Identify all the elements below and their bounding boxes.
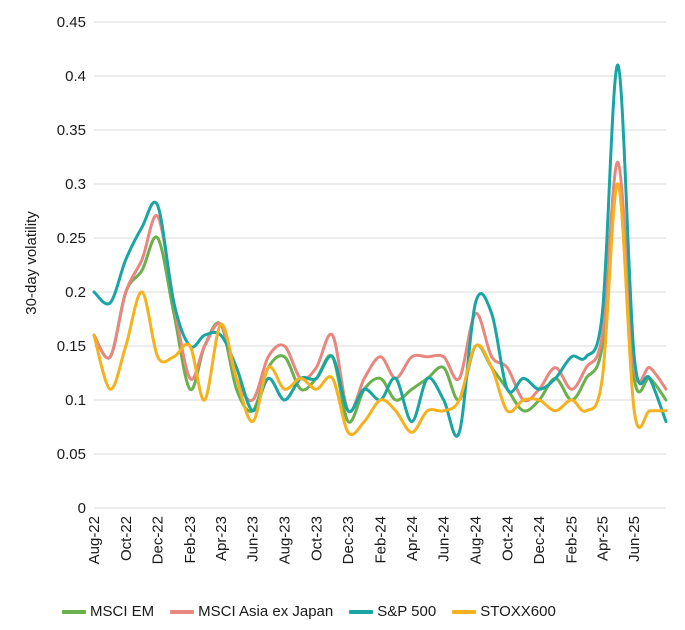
series-line-msci-asia-ex-japan	[92, 160, 668, 414]
x-tick-label: Feb-24	[373, 516, 390, 564]
y-tick-label: 0.15	[57, 338, 86, 355]
x-tick-label: Dec-22	[150, 516, 167, 564]
gridlines	[94, 21, 666, 509]
x-tick-label: Feb-25	[564, 516, 581, 564]
y-axis-label: 30-day volatility	[23, 211, 40, 315]
x-tick-label: Aug-22	[86, 516, 103, 564]
y-tick-label: 0.3	[65, 176, 86, 193]
x-tick-label: Apr-25	[594, 516, 611, 561]
legend-label-msci-asia-ex-japan: MSCI Asia ex Japan	[198, 603, 334, 620]
x-tick-label: Oct-22	[118, 516, 135, 561]
y-tick-label: 0.1	[65, 392, 86, 409]
x-tick-label: Feb-23	[182, 516, 199, 564]
y-tick-label: 0.45	[57, 14, 86, 31]
series-line-s-p-500	[92, 63, 668, 438]
x-tick-label: Oct-23	[308, 516, 325, 561]
x-tick-label: Aug-23	[276, 516, 293, 564]
legend-swatch-stoxx600	[452, 609, 477, 614]
legend-label-stoxx600: STOXX600	[480, 603, 556, 620]
y-tick-label: 0.35	[57, 122, 86, 139]
x-tick-label: Apr-24	[404, 516, 421, 561]
legend-item-msci-asia-ex-japan: MSCI Asia ex Japan	[170, 603, 333, 620]
x-tick-label: Jun-24	[436, 516, 453, 562]
x-tick-label: Oct-24	[499, 516, 516, 561]
x-axis-ticks: Aug-22 Oct-22 Dec-22 Feb-23 Apr-23 Jun-23 Aug-…	[86, 516, 643, 564]
y-tick-label: 0.05	[57, 446, 86, 463]
legend-label-sp500: S&P 500	[377, 603, 437, 620]
x-tick-label: Jun-25	[626, 516, 643, 562]
x-tick-label: Apr-23	[213, 516, 230, 561]
y-tick-label: 0.2	[65, 284, 86, 301]
series-lines	[92, 63, 668, 438]
legend: MSCI EM MSCI Asia ex Japan S&P 500 STOXX…	[62, 603, 572, 620]
y-tick-label: 0	[78, 500, 86, 517]
series-line-stoxx600	[92, 182, 668, 436]
legend-item-stoxx600: STOXX600	[452, 603, 556, 620]
legend-item-sp500: S&P 500	[349, 603, 436, 620]
y-tick-label: 0.25	[57, 230, 86, 247]
legend-swatch-msci-asia-ex-japan	[170, 609, 195, 614]
x-tick-label: Jun-23	[245, 516, 262, 562]
x-tick-label: Dec-23	[340, 516, 357, 564]
y-tick-label: 0.4	[65, 68, 86, 85]
y-axis-ticks: 0 0.05 0.1 0.15 0.2 0.25 0.3 0.35 0.4 0.45	[57, 14, 86, 517]
x-tick-label: Dec-24	[531, 516, 548, 564]
legend-swatch-msci-em	[62, 609, 86, 614]
legend-swatch-sp500	[349, 609, 374, 614]
legend-label-msci-em: MSCI EM	[90, 603, 155, 620]
series-line-msci-em	[92, 182, 668, 424]
x-tick-label: Aug-24	[468, 516, 485, 564]
legend-item-msci-em: MSCI EM	[62, 603, 154, 620]
